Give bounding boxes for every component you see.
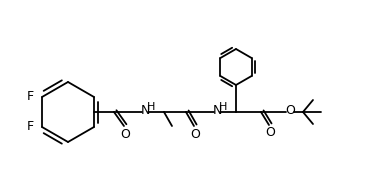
Text: O: O <box>265 127 275 140</box>
Text: H: H <box>219 102 227 112</box>
Text: F: F <box>27 90 33 103</box>
Text: O: O <box>285 104 295 118</box>
Text: N: N <box>140 104 150 118</box>
Text: H: H <box>147 102 155 112</box>
Text: F: F <box>27 121 33 133</box>
Text: O: O <box>190 127 200 141</box>
Text: N: N <box>212 104 222 118</box>
Text: O: O <box>120 127 130 141</box>
